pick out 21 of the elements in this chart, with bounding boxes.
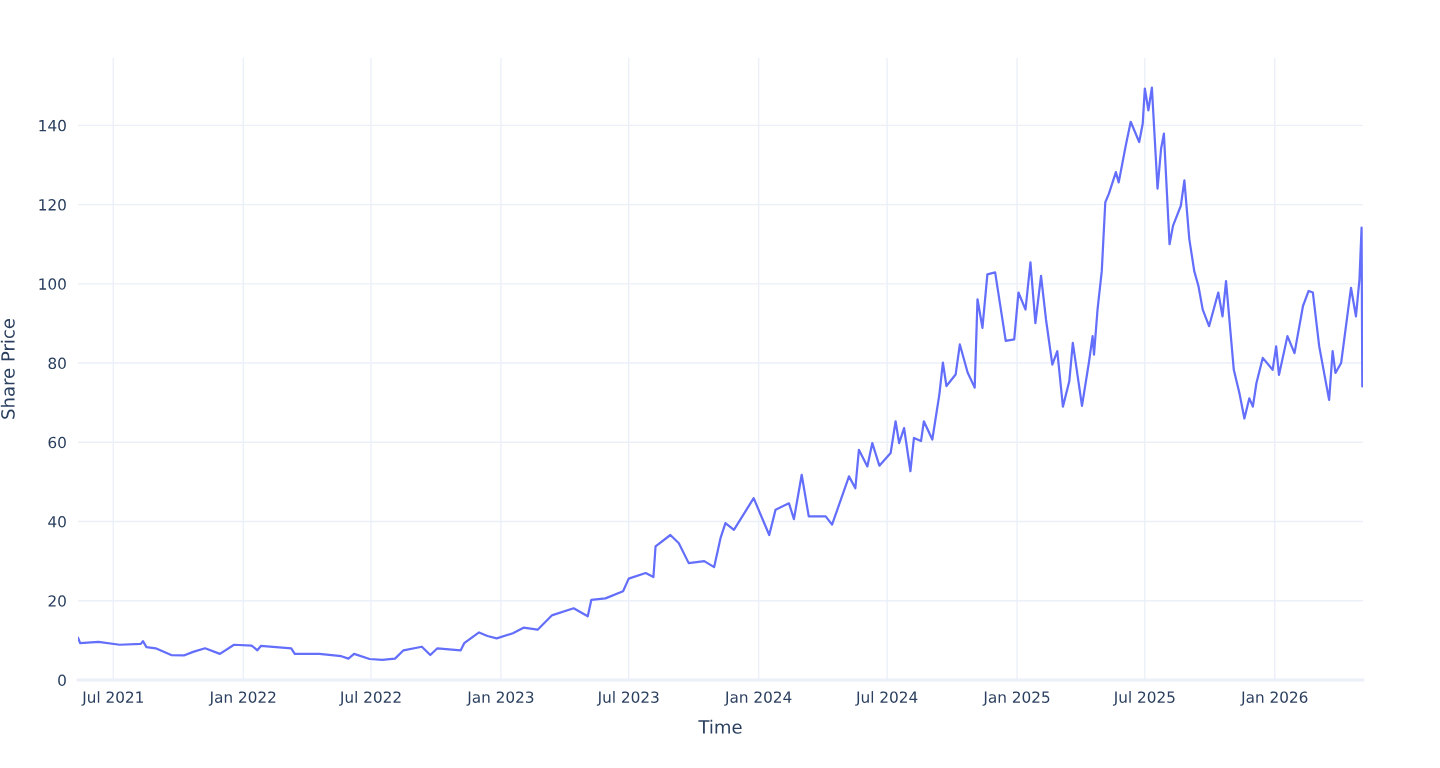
y-tick-label: 20	[48, 595, 66, 607]
x-axis-title: Time	[698, 719, 742, 734]
line-series	[78, 86, 1363, 661]
x-tick-label: Jan 2023	[466, 691, 534, 706]
x-tick-label: Jul 2024	[855, 691, 918, 706]
x-tick-label: Jan 2022	[208, 691, 276, 706]
x-tick-label: Jan 2024	[724, 691, 792, 706]
x-tick-label: Jul 2025	[1112, 691, 1175, 706]
y-tick-label: 0	[58, 674, 66, 687]
x-tick-label: Jul 2023	[596, 691, 659, 706]
x-tick-label: Jul 2022	[339, 691, 401, 706]
y-tick-label: 40	[48, 515, 66, 528]
y-tick-label: 80	[48, 357, 66, 370]
y-tick-label: 100	[39, 278, 66, 290]
x-tick-label: Jan 2025	[982, 691, 1050, 706]
y-axis-title: Share Price	[0, 319, 15, 419]
x-tick-label: Jan 2026	[1240, 691, 1308, 706]
y-tick-label: 140	[39, 119, 66, 132]
y-tick-label: 60	[48, 436, 66, 449]
y-tick-label: 120	[39, 199, 66, 211]
x-tick-label: Jul 2021	[81, 691, 143, 706]
